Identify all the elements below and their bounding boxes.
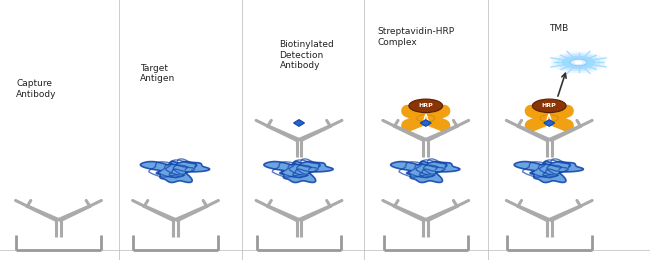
Text: TMB: TMB <box>549 23 569 32</box>
Text: Capture
Antibody: Capture Antibody <box>16 79 57 99</box>
Text: Biotinylated
Detection
Antibody: Biotinylated Detection Antibody <box>280 40 334 70</box>
Polygon shape <box>140 161 209 183</box>
Circle shape <box>574 61 583 64</box>
Polygon shape <box>391 161 460 183</box>
Polygon shape <box>421 120 431 126</box>
Circle shape <box>540 115 558 122</box>
Circle shape <box>532 99 566 113</box>
Polygon shape <box>264 161 333 183</box>
Text: HRP: HRP <box>419 103 433 108</box>
Text: A: A <box>546 114 552 123</box>
Polygon shape <box>514 161 583 183</box>
Circle shape <box>551 51 606 73</box>
Text: Target
Antigen: Target Antigen <box>140 64 175 83</box>
Text: A: A <box>422 114 429 123</box>
Circle shape <box>562 56 595 69</box>
Circle shape <box>556 54 601 71</box>
Circle shape <box>570 59 587 66</box>
Text: HRP: HRP <box>542 103 556 108</box>
Circle shape <box>417 115 435 122</box>
Text: Streptavidin-HRP
Complex: Streptavidin-HRP Complex <box>377 27 454 47</box>
Circle shape <box>409 99 443 113</box>
Polygon shape <box>294 120 304 126</box>
Polygon shape <box>544 120 554 126</box>
